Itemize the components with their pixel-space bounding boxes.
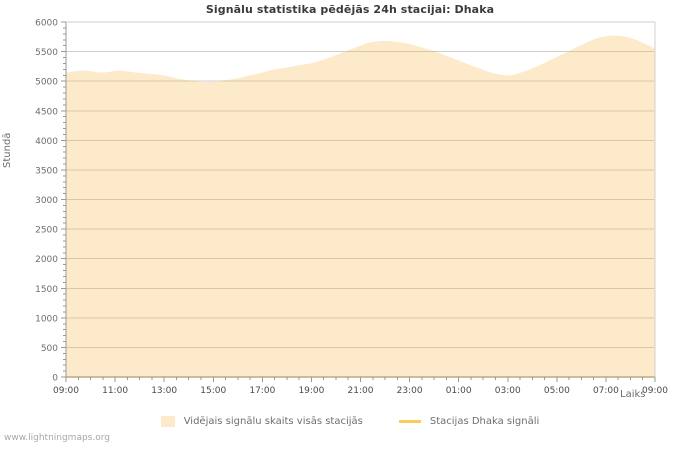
y-axis-title: Stundā [2, 132, 13, 168]
y-tick-label: 4000 [35, 137, 58, 147]
chart-legend: Vidējais signālu skaits visās stacijās S… [0, 409, 700, 433]
x-tick-label: 09:00 [642, 386, 668, 396]
y-tick-labels-group: 0 500 1000 1500 2000 2500 3000 3500 4000 4500 5000… [35, 19, 58, 384]
x-tick-label: 23:00 [397, 386, 423, 396]
x-axis-title: Laiks [620, 389, 646, 400]
y-tick-label: 2500 [35, 226, 58, 236]
footer-url: www.lightningmaps.org [4, 433, 110, 443]
legend-item-station[interactable]: Stacijas Dhaka signāli [398, 415, 540, 427]
legend-item-average[interactable]: Vidējais signālu skaits visās stacijās [160, 415, 363, 427]
x-tick-label: 11:00 [102, 386, 128, 396]
legend-label-station: Stacijas Dhaka signāli [429, 415, 540, 427]
x-tick-label: 15:00 [200, 386, 226, 396]
y-tick-label: 3000 [35, 196, 58, 206]
plot-area: 0 500 1000 1500 2000 2500 3000 3500 4000 4500 5000… [2, 19, 668, 401]
chart-title: Signālu statistika pēdējās 24h stacijai:… [205, 3, 495, 16]
legend-label-average: Vidējais signālu skaits visās stacijās [183, 415, 363, 427]
y-tick-label: 500 [41, 344, 58, 354]
axes-group [61, 21, 656, 382]
y-tick-label: 2000 [35, 255, 58, 265]
y-tick-label: 5000 [35, 78, 58, 88]
x-tick-label: 01:00 [446, 386, 472, 396]
y-tick-label: 4500 [35, 107, 58, 117]
x-tick-label: 07:00 [593, 386, 619, 396]
legend-swatch-line-icon [398, 419, 421, 423]
y-tick-label: 6000 [35, 19, 58, 29]
legend-swatch-area-icon [160, 415, 175, 427]
area-series-group [66, 35, 655, 378]
y-tick-label: 5500 [35, 48, 58, 58]
y-tick-label: 3500 [35, 166, 58, 176]
gridlines-over-fill-group [66, 51, 654, 348]
y-tick-label: 0 [52, 374, 58, 384]
y-tick-label: 1500 [35, 285, 58, 295]
x-tick-label: 17:00 [249, 386, 275, 396]
x-tick-label: 19:00 [298, 386, 324, 396]
y-tick-label: 1000 [35, 314, 58, 324]
x-tick-label: 21:00 [348, 386, 374, 396]
chart-svg: 0 500 1000 1500 2000 2500 3000 3500 4000 4500 5000… [35, 19, 668, 397]
x-tick-labels-group: 09:00 11:00 13:00 15:00 17:00 19:00 21:00 23:00… [53, 386, 668, 396]
x-tick-label: 13:00 [151, 386, 177, 396]
x-tick-label: 03:00 [495, 386, 521, 396]
x-tick-label: 09:00 [53, 386, 79, 396]
x-tick-label: 05:00 [544, 386, 570, 396]
